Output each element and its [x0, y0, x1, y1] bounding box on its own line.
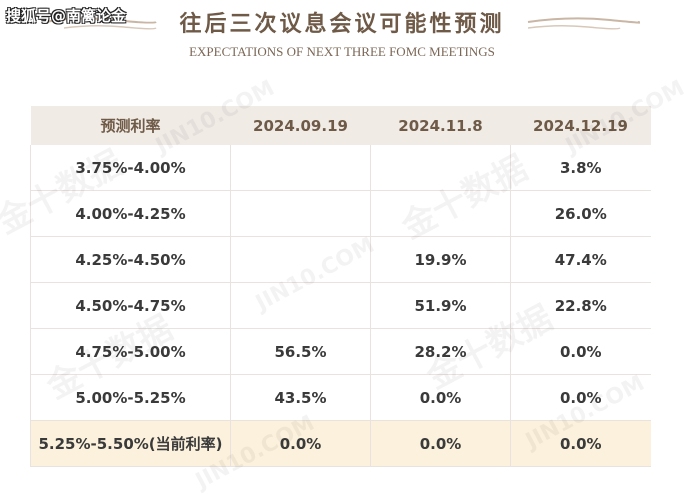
probability-cell: 43.5% — [230, 374, 371, 421]
column-header-rate: 预测利率 — [30, 106, 231, 145]
table-row: 4.50%-4.75% 51.9% 22.8% — [30, 282, 651, 329]
header: 往后三次议息会议可能性预测 EXPECTATIONS OF NEXT THREE… — [0, 0, 684, 72]
probability-cell: 0.0% — [510, 328, 651, 375]
right-ornament-icon — [527, 17, 640, 30]
probability-cell: 56.5% — [230, 328, 371, 375]
table-row: 5.00%-5.25% 43.5% 0.0% 0.0% — [30, 374, 651, 421]
rate-range-cell: 4.75%-5.00% — [30, 328, 231, 375]
probability-cell: 22.8% — [510, 282, 651, 329]
column-header-date: 2024.11.8 — [370, 106, 511, 145]
probability-cell — [370, 190, 511, 237]
column-header-date: 2024.09.19 — [230, 106, 371, 145]
current-rate-row: 5.25%-5.50%(当前利率) 0.0% 0.0% 0.0% — [30, 420, 651, 467]
probability-cell: 0.0% — [510, 374, 651, 421]
probability-table: 预测利率 2024.09.19 2024.11.8 2024.12.19 3.7… — [30, 106, 651, 467]
probability-cell — [230, 190, 371, 237]
table-row: 4.00%-4.25% 26.0% — [30, 190, 651, 237]
probability-cell — [230, 236, 371, 283]
column-header-date: 2024.12.19 — [510, 106, 651, 145]
probability-cell: 0.0% — [370, 374, 511, 421]
left-ornament-icon — [45, 17, 157, 30]
rate-range-cell: 5.25%-5.50%(当前利率) — [30, 420, 231, 467]
probability-cell: 51.9% — [370, 282, 511, 329]
probability-cell: 0.0% — [510, 420, 651, 467]
rate-range-cell: 4.00%-4.25% — [30, 190, 231, 237]
probability-cell — [370, 145, 511, 191]
rate-range-cell: 5.00%-5.25% — [30, 374, 231, 421]
rate-range-cell: 4.50%-4.75% — [30, 282, 231, 329]
probability-cell: 0.0% — [370, 420, 511, 467]
page-title: 往后三次议息会议可能性预测 — [179, 11, 505, 37]
probability-cell: 19.9% — [370, 236, 511, 283]
probability-cell: 47.4% — [510, 236, 651, 283]
probability-cell: 3.8% — [510, 145, 651, 191]
probability-cell: 0.0% — [230, 420, 371, 467]
page-subtitle: EXPECTATIONS OF NEXT THREE FOMC MEETINGS — [189, 44, 495, 59]
table-row: 3.75%-4.00% 3.8% — [30, 145, 651, 191]
table-row: 4.75%-5.00% 56.5% 28.2% 0.0% — [30, 328, 651, 375]
rate-range-cell: 4.25%-4.50% — [30, 236, 231, 283]
probability-cell: 26.0% — [510, 190, 651, 237]
probability-cell: 28.2% — [370, 328, 511, 375]
table-header-row: 预测利率 2024.09.19 2024.11.8 2024.12.19 — [30, 106, 651, 145]
source-watermark: 搜狐号@南篱论金 — [6, 7, 127, 25]
probability-cell — [230, 145, 371, 191]
probability-cell — [230, 282, 371, 329]
table-row: 4.25%-4.50% 19.9% 47.4% — [30, 236, 651, 283]
rate-range-cell: 3.75%-4.00% — [30, 145, 231, 191]
